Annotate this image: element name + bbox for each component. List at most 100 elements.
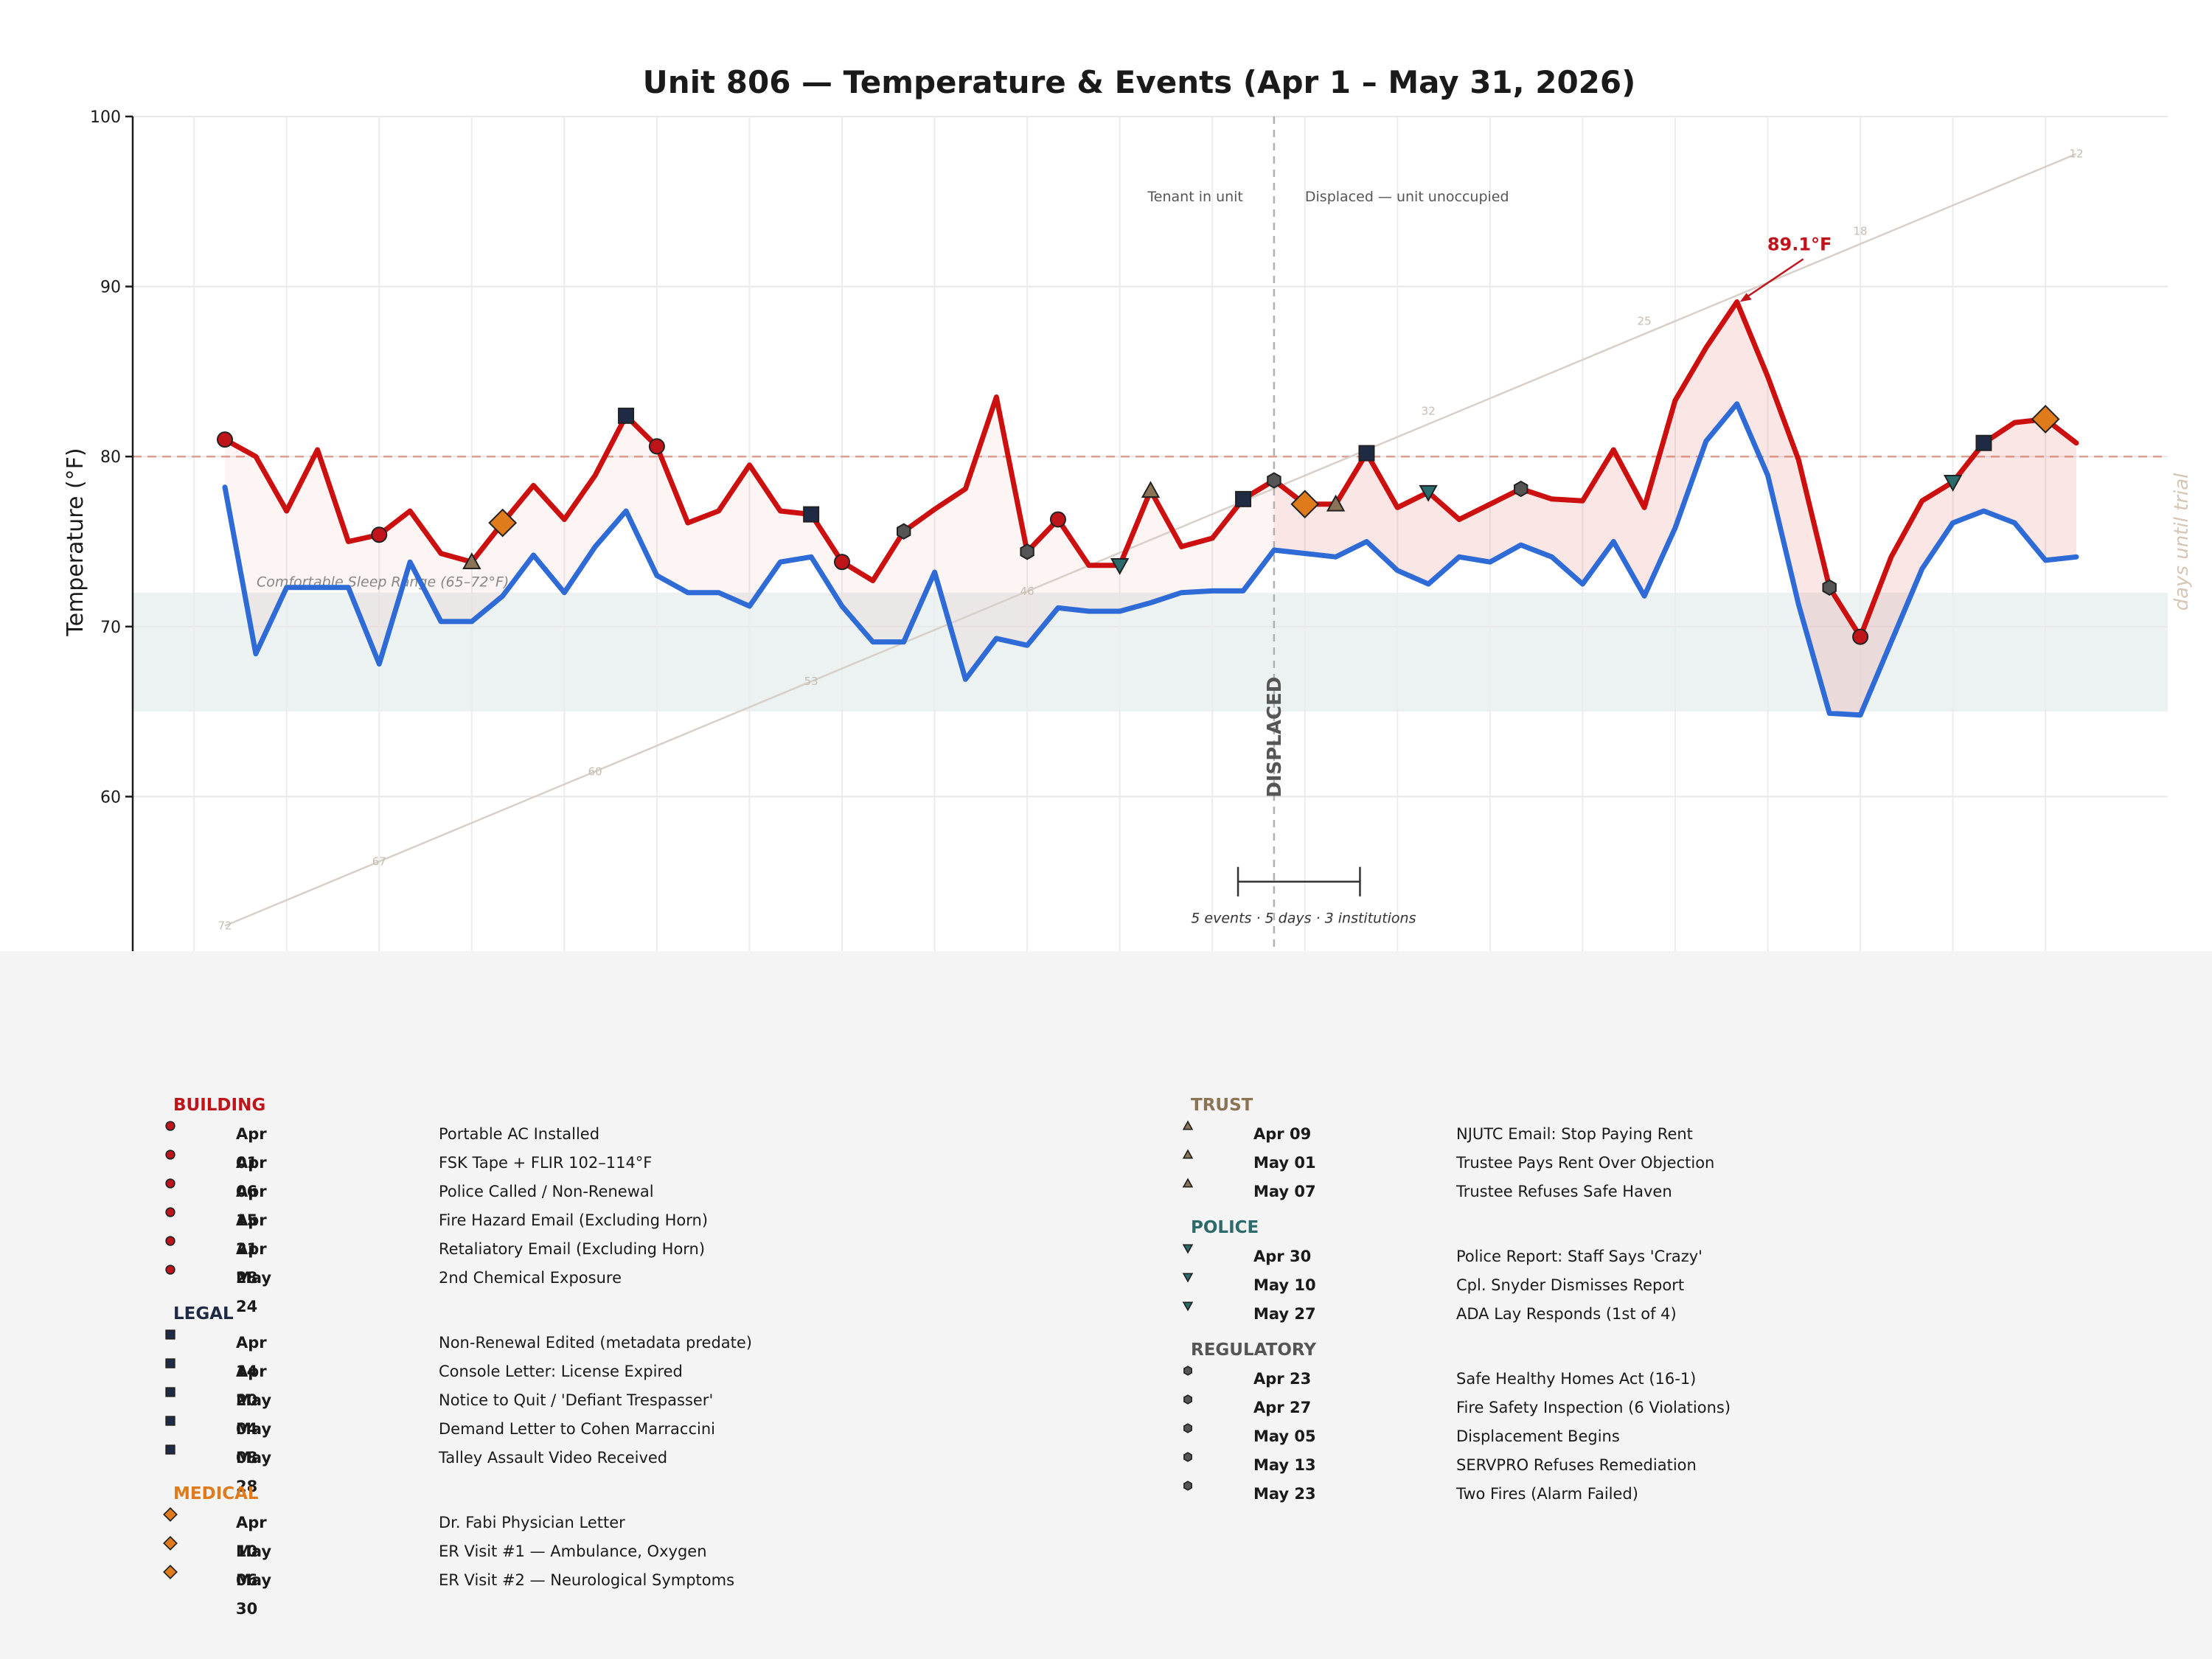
legend-row: May 10 Cpl. Snyder Dismisses Report [1182, 1271, 1684, 1300]
legend-row: Apr 28 Retaliatory Email (Excluding Horn) [165, 1235, 705, 1287]
legend-label: Cpl. Snyder Dismisses Report [1456, 1276, 1685, 1294]
trust-marker-icon [1182, 1149, 1194, 1159]
event-marker-trust [1326, 494, 1346, 512]
police-marker-icon [1182, 1273, 1194, 1283]
building-marker-shape [165, 1207, 175, 1217]
y-tick-label: 80 [100, 448, 121, 467]
legend-row: May 01 Trustee Pays Rent Over Objection [1182, 1149, 1714, 1178]
legend-label: Notice to Quit / 'Defiant Trespasser' [439, 1391, 714, 1409]
trust-marker-shape [1182, 1178, 1194, 1188]
legend-group-police: POLICE Apr 30 Police Report: Staff Says 'C… [1182, 1214, 1703, 1329]
building-marker-icon [165, 1178, 175, 1189]
legend-label: ADA Lay Responds (1st of 4) [1456, 1305, 1677, 1323]
bracket-caption: 5 events · 5 days · 3 institutions [1191, 911, 1416, 927]
legend-date: May 08 [236, 1420, 272, 1467]
event-marker-police [1419, 484, 1438, 502]
regulatory-marker-shape [1183, 1481, 1192, 1491]
event-marker-building [217, 431, 233, 448]
displacement-vertical-label: DISPLACED [1264, 677, 1286, 798]
chart-title: Unit 806 — Temperature & Events (Apr 1 –… [643, 64, 1636, 100]
legend-row: May 24 2nd Chemical Exposure [165, 1264, 622, 1315]
event-marker-regulatory [1020, 543, 1034, 560]
legend-date: Apr 30 [1253, 1248, 1312, 1265]
trust-marker-icon [1182, 1178, 1194, 1188]
legal-marker-icon [165, 1416, 175, 1426]
legend-row: May 23 Two Fires (Alarm Failed) [1183, 1480, 1638, 1509]
legal-marker-shape [165, 1416, 175, 1426]
trust-marker-icon [1182, 1120, 1194, 1130]
legend-date: May 24 [236, 1269, 272, 1315]
peak-arrow [1742, 258, 1804, 301]
legend-group-title: TRUST [1191, 1096, 1253, 1115]
event-marker-legal [803, 506, 820, 523]
legend-label: Retaliatory Email (Excluding Horn) [439, 1240, 706, 1258]
legend-label: FSK Tape + FLIR 102–114°F [439, 1154, 653, 1172]
legend-row: May 07 Trustee Refuses Safe Haven [1182, 1178, 1672, 1206]
legend-label: 2nd Chemical Exposure [439, 1269, 622, 1287]
legend-label: Trustee Refuses Safe Haven [1456, 1183, 1672, 1200]
event-marker-building [1852, 628, 1869, 645]
event-marker-medical [1290, 490, 1320, 519]
legal-marker-shape [165, 1444, 175, 1455]
legend-date: Apr 01 [236, 1125, 267, 1172]
legend-group-title: MEDICAL [173, 1484, 259, 1503]
police-marker-shape [1182, 1244, 1194, 1254]
legend-label: Non-Renewal Edited (metadata predate) [439, 1334, 753, 1352]
building-marker-shape [165, 1121, 175, 1131]
legend-label: NJUTC Email: Stop Paying Rent [1456, 1125, 1693, 1143]
legend-label: Portable AC Installed [439, 1125, 600, 1143]
countdown-label: 67 [372, 855, 386, 868]
legend-label: ER Visit #2 — Neurological Symptoms [439, 1571, 735, 1589]
legend-date: Apr 27 [1253, 1399, 1312, 1416]
legend-label: ER Visit #1 — Ambulance, Oxygen [439, 1543, 707, 1560]
medical-marker-shape [163, 1536, 178, 1551]
legend-date: Apr 14 [236, 1334, 267, 1380]
legend-row: May 04 Notice to Quit / 'Defiant Trespass… [165, 1386, 713, 1438]
legend-label: Safe Healthy Homes Act (16-1) [1456, 1370, 1697, 1388]
legal-marker-icon [165, 1444, 175, 1455]
y-tick-label: 60 [100, 788, 121, 807]
legend-row: Apr 06 FSK Tape + FLIR 102–114°F [165, 1149, 652, 1200]
regulatory-marker-shape [1183, 1394, 1192, 1405]
range-fill-after [1273, 302, 2076, 715]
legend-date: May 04 [236, 1391, 272, 1438]
countdown-label: 25 [1638, 315, 1652, 328]
temperature-chart: Unit 806 — Temperature & Events (Apr 1 –… [63, 64, 2193, 968]
trust-marker-shape [1182, 1120, 1194, 1130]
legend-column-left: BUILDING Apr 01 Portable AC Installed Apr 0… [163, 1091, 752, 1618]
legend-date: Apr 10 [236, 1514, 267, 1560]
event-marker-regulatory [1267, 472, 1281, 489]
countdown-label: 12 [2069, 147, 2083, 161]
legend-label: Police Called / Non-Renewal [439, 1183, 654, 1200]
regulatory-marker-shape [1183, 1452, 1192, 1462]
event-legend-panel: BUILDING Apr 01 Portable AC Installed Apr 0… [0, 951, 2212, 1659]
event-marker-building [1049, 511, 1066, 528]
event-marker-regulatory [1514, 480, 1528, 498]
countdown-label: 46 [1020, 585, 1034, 598]
medical-marker-icon [163, 1507, 178, 1522]
legal-marker-shape [165, 1358, 175, 1368]
legend-date: May 23 [1253, 1485, 1316, 1503]
legend-date: May 07 [1253, 1183, 1316, 1200]
y-tick-label: 70 [100, 619, 121, 637]
event-marker-regulatory [1822, 579, 1837, 596]
legend-row: Apr 01 Portable AC Installed [165, 1120, 599, 1172]
countdown-label: 60 [588, 765, 602, 778]
building-marker-icon [165, 1150, 175, 1160]
event-marker-medical [488, 508, 518, 538]
peak-arrow-head [1739, 293, 1752, 302]
legend-label: Dr. Fabi Physician Letter [439, 1514, 625, 1531]
legend-row: Apr 30 Police Report: Staff Says 'Crazy' [1182, 1242, 1703, 1271]
legend-date: Apr 09 [1253, 1125, 1312, 1143]
countdown-label: 32 [1422, 405, 1436, 418]
legend-date: May 05 [1253, 1427, 1316, 1445]
legend-date: May 27 [1253, 1305, 1316, 1323]
regulatory-marker-icon [1183, 1452, 1192, 1462]
series-line-low [222, 401, 2079, 718]
legend-row: Apr 09 NJUTC Email: Stop Paying Rent [1182, 1120, 1693, 1149]
legend-group-regulatory: REGULATORY Apr 23 Safe Healthy Homes Act (… [1183, 1336, 1731, 1509]
building-marker-shape [165, 1265, 175, 1275]
building-marker-icon [165, 1265, 175, 1275]
building-marker-shape [165, 1150, 175, 1160]
legend-row: Apr 27 Fire Safety Inspection (6 Violatio… [1183, 1394, 1731, 1422]
